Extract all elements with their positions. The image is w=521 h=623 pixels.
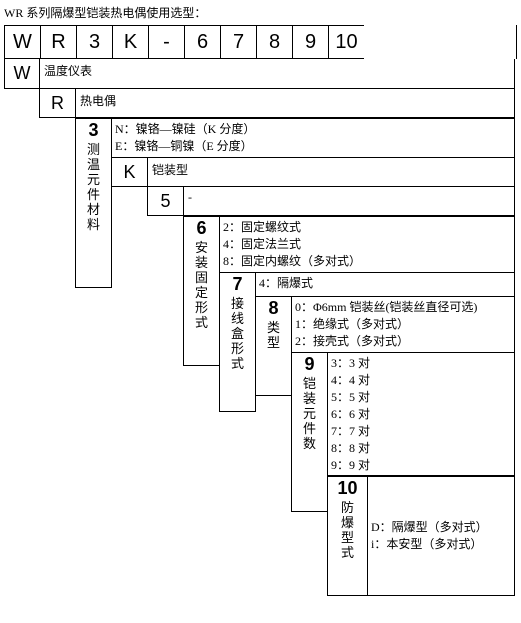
cell-w-code: W — [4, 59, 40, 89]
code-cell: 10 — [328, 25, 364, 59]
cell-9-code: 9 — [292, 357, 327, 372]
cell-5-code: 5 — [147, 186, 184, 216]
diagram-title: WR 系列隔爆型铠装热电偶使用选型： — [4, 4, 517, 21]
cell-k-label: 铠装型 — [147, 157, 515, 187]
cell-3-vlabel: 测温元件材料 — [87, 142, 100, 232]
code-cell: 8 — [256, 25, 292, 59]
cell-7-vlabel: 接线盒形式 — [231, 296, 244, 371]
cell-8: 8 类型 — [255, 296, 292, 396]
code-cell: W — [4, 25, 40, 59]
cell-6: 6 安装固定形式 — [183, 216, 220, 366]
code-cell: 9 — [292, 25, 328, 59]
code-cell: 7 — [220, 25, 256, 59]
cell-10-desc: D：隔爆型（多对式）i：本安型（多对式） — [367, 476, 515, 596]
code-cell: 3 — [76, 25, 112, 59]
cell-3: 3 测温元件材料 — [75, 118, 112, 288]
code-cell: - — [148, 25, 184, 59]
cell-10-code: 10 — [328, 481, 367, 496]
cell-9-vlabel: 铠装元件数 — [303, 376, 316, 451]
cell-r-code: R — [39, 88, 76, 118]
cell-7-desc: 4：隔爆式 — [255, 272, 515, 296]
code-cell: R — [40, 25, 76, 59]
cell-8-vlabel: 类型 — [267, 320, 280, 350]
cell-9: 9 铠装元件数 — [291, 352, 328, 512]
decode-table: W 温度仪表 R 热电偶 3 测温元件材料 N：镍铬—镍硅（K 分度）E：镍铬—… — [4, 59, 515, 619]
cell-10-vlabel: 防爆型式 — [341, 500, 354, 560]
cell-6-vlabel: 安装固定形式 — [195, 240, 208, 330]
code-cell: K — [112, 25, 148, 59]
cell-10: 10 防爆型式 — [327, 476, 368, 596]
cell-9-desc: 3：3 对4：4 对5：5 对6：6 对7：7 对8：8 对9：9 对 — [327, 352, 515, 476]
cell-8-desc: 0：Φ6mm 铠装丝(铠装丝直径可选)1：绝缘式（多对式）2：接壳式（多对式） — [291, 296, 515, 352]
cell-6-code: 6 — [184, 221, 219, 236]
cell-7: 7 接线盒形式 — [219, 272, 256, 412]
cell-r-label: 热电偶 — [75, 88, 515, 118]
cell-7-code: 7 — [220, 277, 255, 292]
code-cell: 6 — [184, 25, 220, 59]
cell-3-code: 3 — [76, 123, 111, 138]
cell-k-code: K — [111, 157, 148, 187]
cell-3-desc: N：镍铬—镍硅（K 分度）E：镍铬—铜镍（E 分度） — [111, 118, 515, 158]
model-code-row: WR3K-678910 — [4, 25, 517, 59]
cell-6-desc: 2：固定螺纹式4：固定法兰式8：固定内螺纹（多对式） — [219, 216, 515, 272]
cell-5-label: - — [183, 186, 515, 216]
cell-w-label: 温度仪表 — [39, 59, 515, 89]
cell-8-code: 8 — [256, 301, 291, 316]
